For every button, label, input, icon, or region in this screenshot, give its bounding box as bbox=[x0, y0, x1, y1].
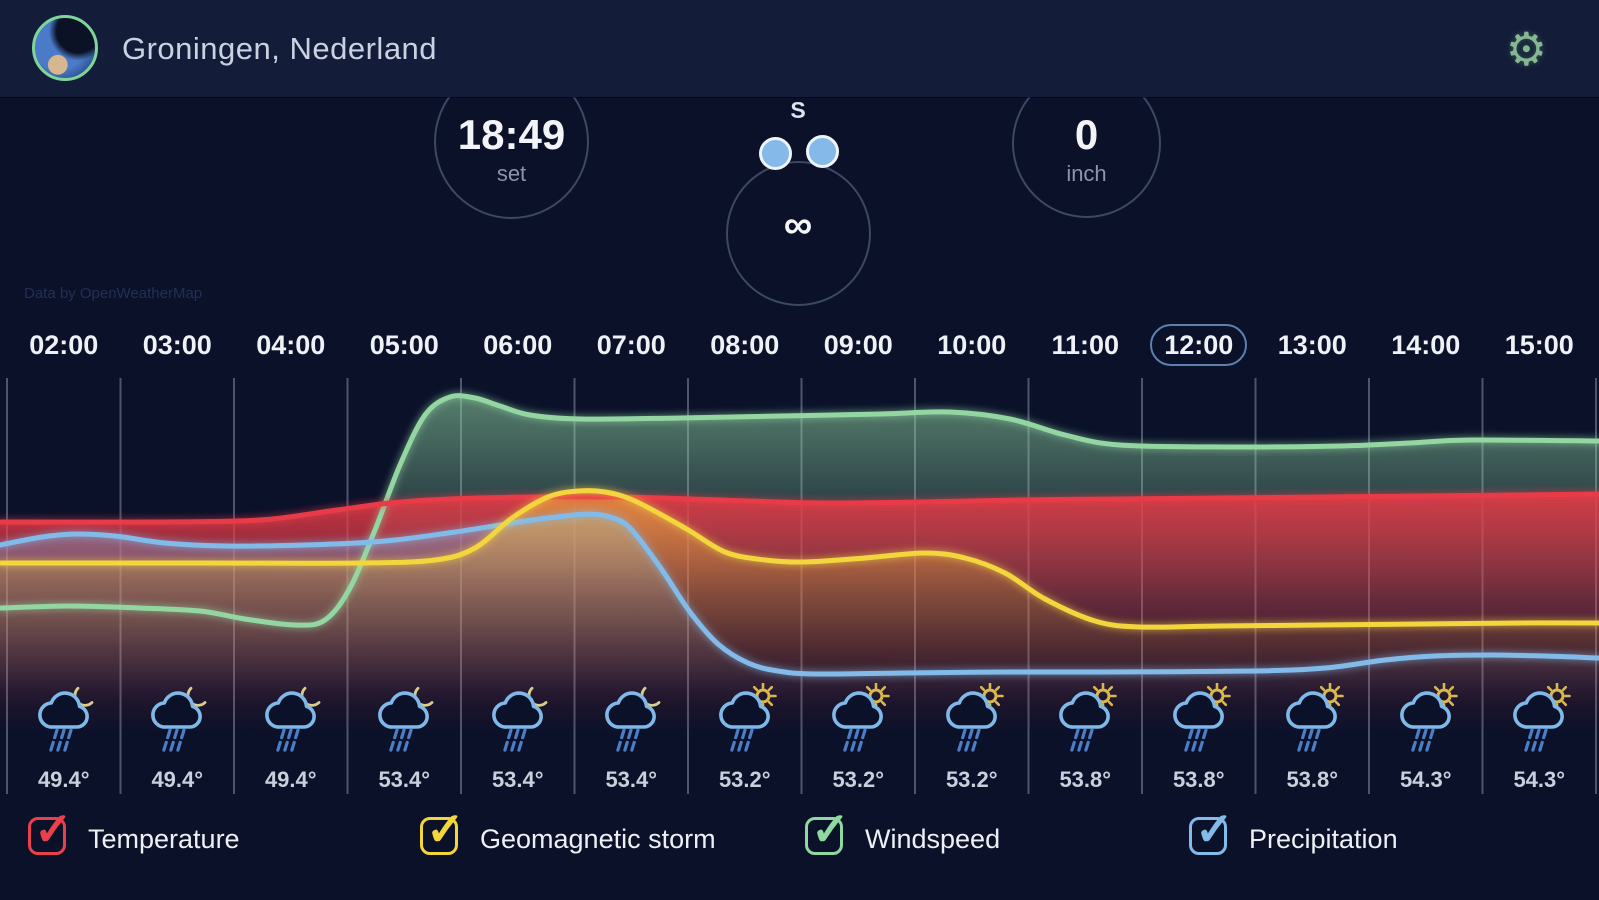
time-label[interactable]: 08:00 bbox=[710, 330, 780, 360]
checkmark-icon: ✓ bbox=[426, 803, 465, 855]
legend-checkbox[interactable]: ✓ bbox=[420, 806, 465, 855]
legend-checkbox[interactable]: ✓ bbox=[28, 806, 73, 855]
rain-sun-icon bbox=[945, 682, 1004, 755]
header-bar: Groningen, Nederland ⚙ bbox=[0, 0, 1599, 97]
temperature-label: 53.8° bbox=[1286, 767, 1339, 792]
temperature-line bbox=[0, 491, 1599, 525]
legend-checkbox[interactable]: ✓ bbox=[1189, 806, 1234, 855]
time-label[interactable]: 13:00 bbox=[1277, 330, 1347, 360]
time-label[interactable]: 06:00 bbox=[483, 330, 553, 360]
rain-sun-icon bbox=[1399, 682, 1458, 755]
infinity-symbol: ∞ bbox=[783, 203, 813, 247]
precipitation-unit: inch bbox=[1066, 161, 1107, 186]
rain-sun-icon bbox=[1513, 682, 1572, 755]
forecast-cell: 53.8° bbox=[1142, 682, 1256, 793]
temperature-label: 53.2° bbox=[718, 767, 771, 792]
rain-moon-icon bbox=[151, 686, 207, 755]
location-title: Groningen, Nederland bbox=[122, 31, 438, 66]
forecast-cell: 49.4° bbox=[7, 683, 121, 793]
temperature-label: 49.4° bbox=[37, 767, 90, 792]
temperature-label: 49.4° bbox=[151, 767, 204, 792]
forecast-cell: 53.2° bbox=[915, 682, 1029, 793]
rain-sun-icon bbox=[1059, 682, 1118, 755]
main-content: 18:49 set S ∞ 0 inch Data by OpenWeather… bbox=[0, 97, 1599, 900]
forecast-cell: 53.4° bbox=[348, 683, 462, 793]
forecast-strip: 49.4° 49.4° 49.4° 53.4° 53.4° 53.4° 53.2° 53.2°… bbox=[0, 682, 1599, 801]
time-label[interactable]: 03:00 bbox=[142, 330, 212, 360]
forecast-cell: 54.3° bbox=[1369, 682, 1483, 793]
globe-app-icon bbox=[32, 15, 98, 81]
legend-label: Windspeed bbox=[865, 824, 1001, 854]
rain-moon-icon bbox=[605, 686, 661, 755]
rain-moon-icon bbox=[264, 686, 321, 755]
time-label[interactable]: 05:00 bbox=[369, 330, 439, 360]
legend-checkbox[interactable]: ✓ bbox=[805, 806, 850, 855]
temperature-label: 53.2° bbox=[945, 767, 998, 792]
time-label[interactable]: 02:00 bbox=[29, 330, 99, 360]
legend: ✓ Temperature ✓ Geomagnetic storm ✓ Windspeed… bbox=[0, 806, 1599, 879]
rain-moon-icon bbox=[37, 686, 94, 755]
rain-sun-icon bbox=[1172, 682, 1231, 755]
temperature-label: 49.4° bbox=[264, 767, 317, 792]
forecast-cell: 49.4° bbox=[121, 683, 235, 793]
geomagnetic-storm-line bbox=[0, 488, 1599, 630]
rain-moon-icon bbox=[491, 686, 548, 755]
forecast-cell: 53.2° bbox=[802, 682, 916, 793]
temperature-label: 54.3° bbox=[1399, 767, 1452, 792]
sunset-label: set bbox=[496, 161, 527, 186]
time-label-selected[interactable]: 12:00 bbox=[1142, 321, 1256, 369]
wind-marker-dot bbox=[759, 137, 792, 170]
forecast-cell: 53.4° bbox=[461, 683, 575, 793]
time-label[interactable]: 04:00 bbox=[256, 330, 326, 360]
checkmark-icon: ✓ bbox=[811, 803, 850, 855]
temperature-label: 53.8° bbox=[1172, 767, 1225, 792]
time-label[interactable]: 10:00 bbox=[937, 330, 1007, 360]
data-attribution: Data by OpenWeatherMap bbox=[24, 285, 203, 302]
sunset-gauge: 18:49 set bbox=[434, 97, 589, 219]
temperature-label: 53.4° bbox=[605, 767, 658, 792]
forecast-cell: 53.2° bbox=[688, 682, 802, 793]
time-label[interactable]: 15:00 bbox=[1504, 330, 1574, 360]
rain-sun-icon bbox=[832, 682, 891, 755]
precipitation-value: 0 bbox=[1074, 111, 1099, 158]
legend-label: Precipitation bbox=[1249, 824, 1398, 854]
checkmark-icon: ✓ bbox=[34, 803, 73, 855]
checkmark-icon: ✓ bbox=[1195, 803, 1234, 855]
time-label[interactable]: 11:00 bbox=[1051, 330, 1120, 360]
wind-compass-gauge bbox=[726, 161, 871, 306]
wind-direction-label: S bbox=[790, 97, 806, 123]
timeline: 02:00 03:00 04:00 05:00 06:00 07:00 08:00 09:00… bbox=[0, 321, 1599, 369]
forecast-cell: 49.4° bbox=[234, 683, 348, 793]
temperature-label: 53.4° bbox=[378, 767, 431, 792]
wind-marker-dot bbox=[806, 135, 839, 168]
rain-sun-icon bbox=[1286, 682, 1345, 755]
temperature-label: 53.2° bbox=[832, 767, 885, 792]
forecast-cell: 54.3° bbox=[1483, 682, 1597, 793]
precipitation-gauge: 0 inch bbox=[1012, 97, 1161, 218]
forecast-cell: 53.4° bbox=[575, 683, 689, 793]
rain-moon-icon bbox=[378, 686, 434, 755]
time-label[interactable]: 07:00 bbox=[596, 330, 666, 360]
windspeed-line bbox=[0, 393, 1599, 628]
temperature-label: 54.3° bbox=[1513, 767, 1566, 792]
temperature-label: 53.8° bbox=[1059, 767, 1112, 792]
legend-label: Temperature bbox=[88, 824, 240, 854]
forecast-cell: 53.8° bbox=[1029, 682, 1143, 793]
precipitation-line bbox=[0, 511, 1599, 677]
time-label[interactable]: 14:00 bbox=[1391, 330, 1461, 360]
time-label[interactable]: 09:00 bbox=[823, 330, 893, 360]
sunset-time: 18:49 bbox=[457, 111, 566, 158]
gear-icon[interactable]: ⚙ bbox=[1505, 22, 1547, 75]
rain-sun-icon bbox=[718, 682, 777, 755]
forecast-cell: 53.8° bbox=[1256, 682, 1370, 793]
temperature-label: 53.4° bbox=[491, 767, 544, 792]
legend-label: Geomagnetic storm bbox=[480, 824, 716, 854]
